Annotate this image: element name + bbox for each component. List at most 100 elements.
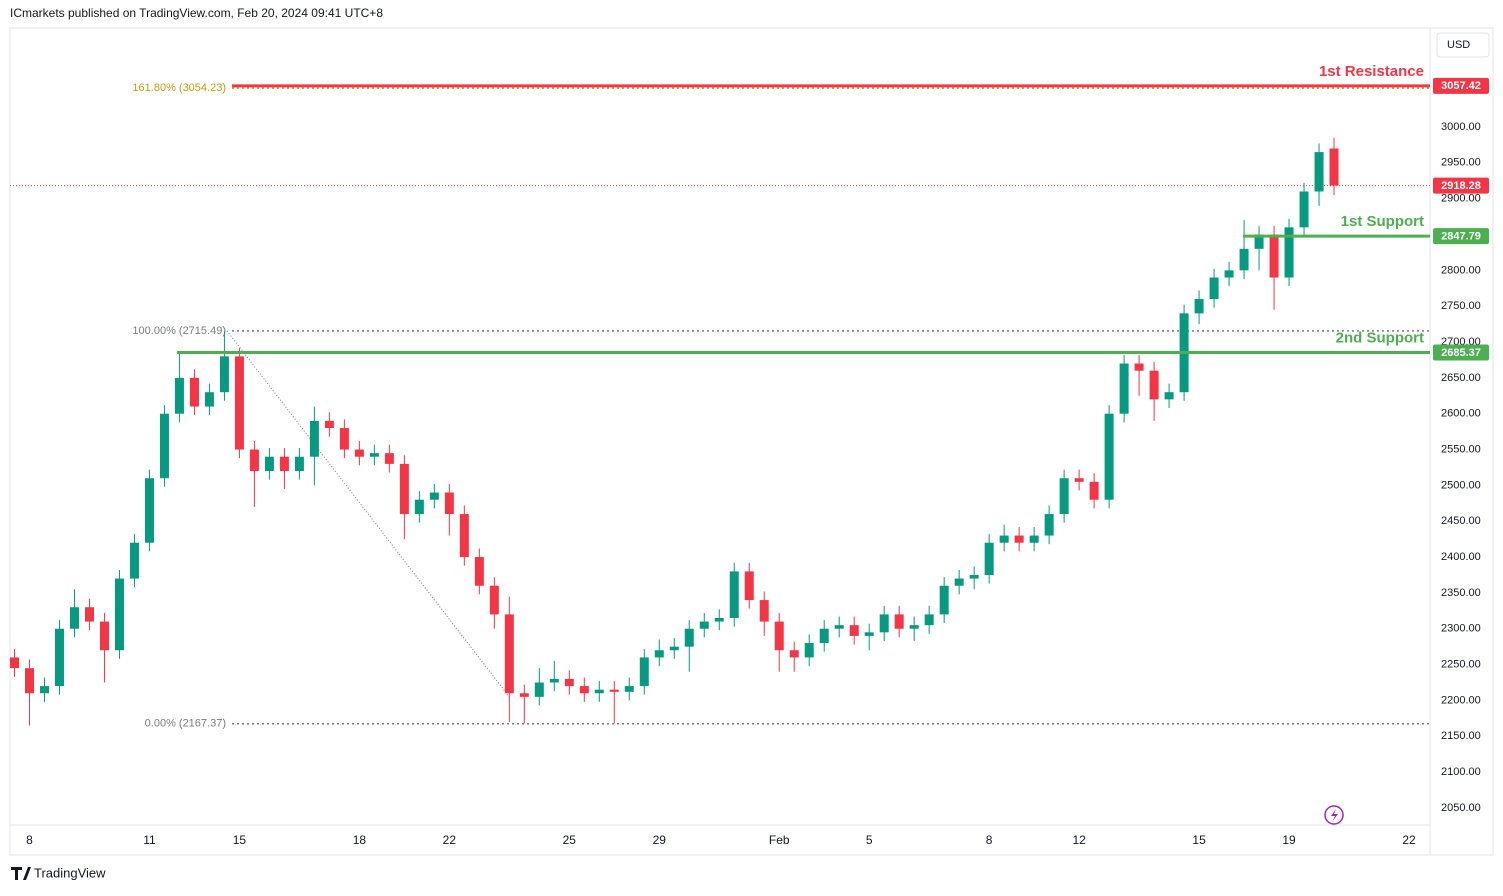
candle-body	[1089, 481, 1099, 500]
candle-body	[759, 600, 769, 622]
level-name: 1st Resistance	[1319, 63, 1424, 80]
candle-body	[849, 625, 859, 636]
candle-body	[369, 453, 379, 457]
candle-body	[159, 413, 169, 479]
candle-body	[639, 657, 649, 687]
candle-body	[609, 689, 619, 692]
candle-body	[714, 617, 724, 622]
candle-body	[1044, 514, 1054, 536]
candle-body	[519, 693, 529, 697]
candle-body	[249, 449, 259, 472]
candle-body	[414, 499, 424, 515]
candle-body	[669, 646, 679, 651]
candle-body	[174, 377, 184, 414]
level-price-tag-bg	[1433, 228, 1489, 245]
y-tick-label: 2600.00	[1441, 408, 1481, 420]
y-tick-label: 2550.00	[1441, 443, 1481, 455]
candle-body	[429, 492, 439, 500]
y-tick-label: 2450.00	[1441, 515, 1481, 527]
candle-body	[939, 585, 949, 615]
candle-body	[1209, 277, 1219, 300]
candle-body	[399, 463, 409, 515]
level-price-tag-bg	[1433, 77, 1489, 94]
candle-body	[1059, 478, 1069, 515]
candle-body	[219, 356, 229, 393]
candle-body	[909, 625, 919, 629]
candle-body	[1104, 413, 1114, 500]
candle-body	[1164, 392, 1174, 400]
level-name: 2nd Support	[1336, 329, 1424, 346]
x-tick-label: 25	[563, 833, 577, 847]
candle-body	[744, 571, 754, 601]
candle-body	[1254, 234, 1264, 249]
candle-body	[99, 621, 109, 651]
level-price-tag-bg	[1433, 344, 1489, 361]
candle-body	[114, 578, 124, 651]
candle-body	[474, 557, 484, 586]
last-price-tag-bg	[1433, 177, 1489, 194]
candle-body	[879, 614, 889, 633]
candle-body	[9, 657, 19, 669]
candle-body	[1149, 370, 1159, 400]
x-tick-label: 15	[233, 833, 247, 847]
candle-body	[1329, 148, 1339, 186]
candle-body	[264, 456, 274, 472]
candle-body	[324, 420, 334, 429]
candle-body	[1239, 248, 1249, 271]
candle-body	[1299, 191, 1309, 228]
candle-body	[729, 571, 739, 618]
x-tick-label: 29	[653, 833, 667, 847]
candle-body	[1269, 234, 1279, 278]
candle-body	[1134, 363, 1144, 371]
fib-label: 100.00% (2715.49)	[132, 325, 226, 337]
candle-body	[654, 650, 664, 658]
chart-frame	[9, 27, 1494, 856]
candle-body	[459, 514, 469, 558]
x-tick-label: Feb	[769, 833, 790, 847]
candle-body	[1284, 227, 1294, 278]
level-price-tag: 3057.42	[1441, 80, 1481, 92]
fib-label: 161.80% (3054.23)	[132, 82, 226, 94]
candle-body	[354, 449, 364, 457]
candle-body	[999, 535, 1009, 543]
y-tick-label: 2200.00	[1441, 694, 1481, 706]
y-tick-label: 2050.00	[1441, 802, 1481, 814]
candle-body	[279, 456, 289, 472]
candle-body	[954, 578, 964, 586]
x-tick-label: 8	[26, 833, 33, 847]
candle-body	[24, 668, 34, 694]
alert-icon[interactable]	[1324, 805, 1344, 825]
x-tick-label: 12	[1072, 833, 1086, 847]
x-tick-label: 22	[443, 833, 457, 847]
candle-body	[789, 650, 799, 658]
y-tick-label: 2900.00	[1441, 193, 1481, 205]
candle-body	[384, 453, 394, 464]
candle-body	[579, 686, 589, 694]
fib-trend	[226, 330, 511, 699]
brand: TradingView	[34, 865, 106, 880]
candle-body	[1314, 152, 1324, 192]
candle-body	[624, 686, 634, 692]
level-price-tag: 2847.79	[1441, 230, 1481, 242]
candle-body	[924, 614, 934, 626]
candle-body	[444, 492, 454, 515]
y-tick-label: 3000.00	[1441, 121, 1481, 133]
candle-body	[774, 621, 784, 651]
currency-button[interactable]	[1436, 32, 1490, 58]
candle-body	[489, 585, 499, 615]
y-tick-label: 2350.00	[1441, 587, 1481, 599]
candle-body	[54, 628, 64, 687]
candle-body	[84, 607, 94, 622]
candle-body	[1224, 270, 1234, 278]
candle-body	[534, 682, 544, 697]
candle-body	[549, 678, 559, 683]
currency[interactable]: USD	[1447, 39, 1470, 51]
candle-body	[504, 614, 514, 694]
x-tick-label: 15	[1192, 833, 1206, 847]
last-price-tag: 2918.28	[1441, 180, 1481, 192]
x-tick-label: 22	[1402, 833, 1416, 847]
y-tick-label: 2400.00	[1441, 551, 1481, 563]
candle-body	[1119, 363, 1129, 414]
x-tick-label: 11	[143, 833, 156, 847]
